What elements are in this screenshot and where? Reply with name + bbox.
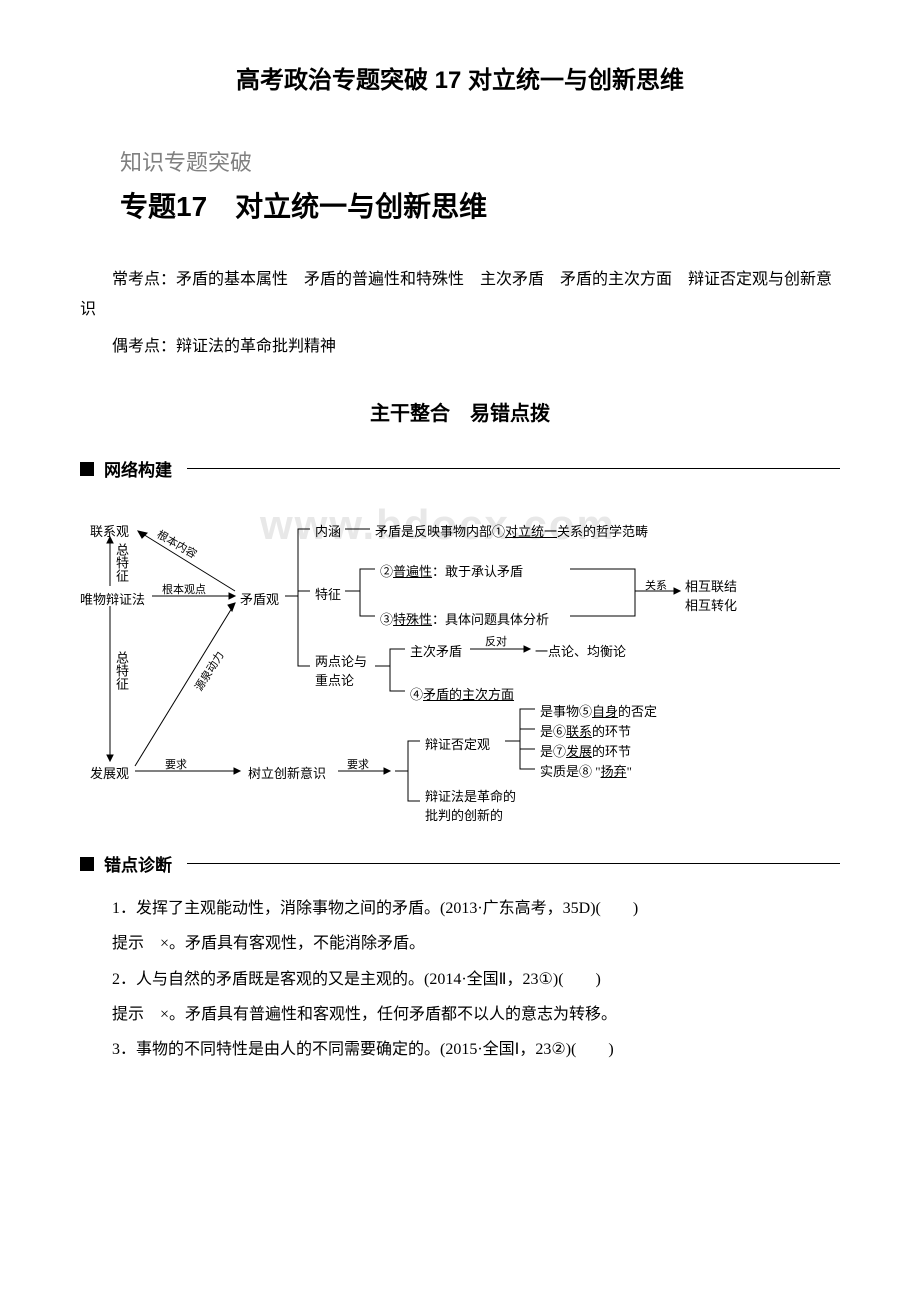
node-maodunzhuci: ④矛盾的主次方面 <box>410 684 514 703</box>
square-icon <box>80 857 94 871</box>
node-teshu: ③特殊性：具体问题具体分析 <box>380 609 549 628</box>
node-bianzhengfouding: 辩证否定观 <box>425 734 490 753</box>
node-neihan: 内涵 <box>315 521 341 540</box>
node-weiwu: 唯物辩证法 <box>80 589 145 608</box>
node-lianxihuanjie: 是⑥联系的环节 <box>540 721 631 740</box>
qa-a1: 提示 ×。矛盾具有客观性，不能消除矛盾。 <box>80 926 840 961</box>
node-zhuciyaodun: 主次矛盾 <box>410 641 462 660</box>
node-yaoqiu1: 要求 <box>165 756 187 772</box>
qa-q2: 2．人与自然的矛盾既是客观的又是主观的。(2014·全国Ⅱ，23①)( ) <box>80 962 840 997</box>
node-zongtezheng2: 总特征 <box>112 651 131 690</box>
block-network-header: 网络构建 <box>80 456 840 481</box>
freq-points: 常考点：矛盾的基本属性 矛盾的普遍性和特殊性 主次矛盾 矛盾的主次方面 辩证否定… <box>80 265 840 326</box>
block2-label: 错点诊断 <box>104 851 172 876</box>
node-zongtezheng1: 总特征 <box>112 543 131 582</box>
node-fandui: 反对 <box>485 633 507 649</box>
main-title: 高考政治专题突破 17 对立统一与创新思维 <box>80 60 840 95</box>
node-guanxi: 关系 <box>645 577 667 593</box>
rare-text: 辩证法的革命批判精神 <box>176 338 336 355</box>
node-xianghu: 相互联结相互转化 <box>685 576 745 614</box>
freq-text: 矛盾的基本属性 矛盾的普遍性和特殊性 主次矛盾 矛盾的主次方面 辩证否定观与创新… <box>80 271 832 318</box>
qa-block: 1．发挥了主观能动性，消除事物之间的矛盾。(2013·广东高考，35D)( ) … <box>80 891 840 1067</box>
node-bianzhengfageming: 辩证法是革命的批判的创新的 <box>425 786 525 824</box>
topic-title: 专题17 对立统一与创新思维 <box>120 185 840 225</box>
square-icon <box>80 462 94 476</box>
node-shulichuangxin: 树立创新意识 <box>248 763 326 782</box>
section-center: 主干整合 易错点拨 <box>80 397 840 426</box>
node-tezheng: 特征 <box>315 584 341 603</box>
qa-q3: 3．事物的不同特性是由人的不同需要确定的。(2015·全国Ⅰ，23②)( ) <box>80 1032 840 1067</box>
node-yidian: 一点论、均衡论 <box>535 641 626 660</box>
node-fazhanhuanjie: 是⑦发展的环节 <box>540 741 631 760</box>
node-genbenguandian: 根本观点 <box>162 581 206 597</box>
concept-diagram: www.bdocx.com <box>80 491 840 831</box>
node-lianxi: 联系观 <box>90 521 129 540</box>
heading-block: 知识专题突破 专题17 对立统一与创新思维 <box>120 145 840 225</box>
node-liangdian: 两点论与重点论 <box>315 651 375 689</box>
qa-q1: 1．发挥了主观能动性，消除事物之间的矛盾。(2013·广东高考，35D)( ) <box>80 891 840 926</box>
block1-label: 网络构建 <box>104 456 172 481</box>
divider-line <box>187 468 840 469</box>
node-fazhan: 发展观 <box>90 763 129 782</box>
node-yaoqiu2: 要求 <box>347 756 369 772</box>
rare-label: 偶考点： <box>112 338 176 355</box>
qa-a2: 提示 ×。矛盾具有普遍性和客观性，任何矛盾都不以人的意志为转移。 <box>80 997 840 1032</box>
divider-line <box>187 863 840 864</box>
freq-label: 常考点： <box>112 271 176 288</box>
node-shizhi: 实质是⑧ "扬弃" <box>540 761 632 780</box>
rare-points: 偶考点：辩证法的革命批判精神 <box>80 332 840 362</box>
knowledge-label: 知识专题突破 <box>120 145 840 177</box>
diagram-svg <box>80 491 840 831</box>
node-maodunguan: 矛盾观 <box>240 589 279 608</box>
node-zishen: 是事物⑤自身的否定 <box>540 701 657 720</box>
node-neihan-text: 矛盾是反映事物内部①对立统一关系的哲学范畴 <box>375 521 648 540</box>
node-pubian: ②普遍性：敢于承认矛盾 <box>380 561 523 580</box>
block-error-header: 错点诊断 <box>80 851 840 876</box>
